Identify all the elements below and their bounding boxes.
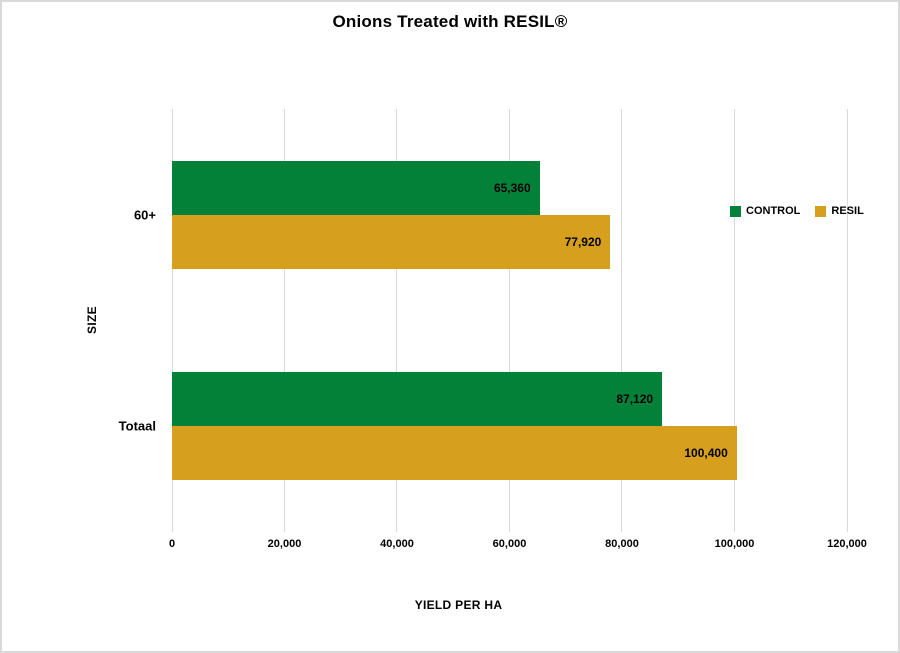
- control-legend-swatch-icon: [730, 205, 741, 217]
- bar-value-label: 77,920: [564, 234, 602, 249]
- x-axis-tick-label: 100,000: [714, 538, 755, 550]
- category-label: Totaal: [118, 418, 156, 434]
- gridline: [621, 109, 623, 532]
- bar-value-label: 65,360: [493, 180, 531, 195]
- x-axis-tick-label: 40,000: [380, 538, 414, 550]
- gridline: [846, 109, 848, 532]
- legend-item-control: CONTROL: [730, 205, 800, 217]
- x-axis-tick-label: 0: [168, 538, 176, 550]
- x-axis-tick-label: 60,000: [492, 538, 527, 550]
- category-label-column: 60+ Totaal: [2, 2, 164, 651]
- gridline: [509, 109, 510, 532]
- x-axis-tick-label: 80,000: [605, 538, 639, 550]
- bar-control-totaal: 87,120: [172, 372, 663, 427]
- resil-legend-swatch-icon: [815, 205, 827, 217]
- x-axis-tick-label: 20,000: [267, 538, 302, 550]
- legend-item-resil: RESIL: [815, 205, 864, 217]
- bar-value-label: 87,120: [616, 392, 654, 407]
- x-axis-title: YIELD PER HA: [414, 598, 503, 612]
- gridline: [734, 109, 735, 532]
- gridline: [171, 109, 173, 532]
- legend-label-control: CONTROL: [746, 205, 801, 217]
- x-axis-tick-label: 120,000: [827, 538, 867, 550]
- legend-label-resil: RESIL: [831, 205, 864, 217]
- bar-resil-60: 77,920: [172, 214, 611, 269]
- category-label: 60+: [133, 207, 156, 223]
- bar-control-60: 65,360: [172, 160, 540, 215]
- x-axis-tick-row: 0 20,000 40,000 60,000 80,000 100,000 120,000: [168, 538, 867, 554]
- bar-resil-totaal: 100,400: [172, 426, 737, 481]
- gridline: [396, 109, 398, 532]
- gridline: [283, 109, 285, 532]
- bar-value-label: 100,400: [684, 446, 728, 461]
- plot-area: 65,360 77,920 87,120 100,400: [171, 109, 848, 532]
- chart-title: Onions Treated with RESIL®: [332, 12, 568, 31]
- legend: CONTROL RESIL: [730, 205, 864, 217]
